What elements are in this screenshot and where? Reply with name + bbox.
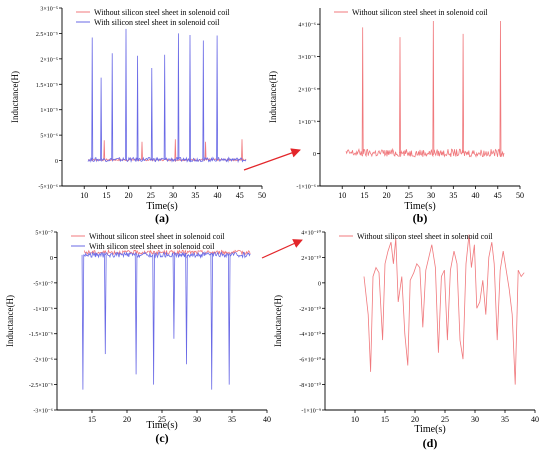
- y-axis-label: Inductance(H): [10, 71, 20, 123]
- x-tick-label: 30: [427, 191, 435, 200]
- y-tick-label: 3×10⁻⁶: [298, 55, 316, 61]
- y-tick-label: -2×10⁻¹⁰: [299, 306, 321, 313]
- x-tick-label: 40: [531, 415, 539, 424]
- x-tick-label: 20: [411, 415, 419, 424]
- x-axis-label: Time(s): [404, 201, 435, 212]
- y-tick-label: 2.5×10⁻⁵: [36, 32, 58, 38]
- series-line-1: [87, 28, 247, 164]
- y-tick-label: -1×10⁻⁹: [301, 409, 321, 415]
- x-tick-label: 15: [102, 191, 110, 200]
- y-tick-label: -1×10⁻⁶: [33, 307, 53, 313]
- y-tick-label: 1×10⁻⁶: [298, 120, 316, 126]
- x-tick-label: 30: [471, 415, 479, 424]
- y-tick-label: 0: [313, 152, 316, 158]
- legend-label: With silicon steel sheet in solenoid coi…: [94, 18, 220, 27]
- x-tick-label: 45: [494, 191, 502, 200]
- x-axis-label: Time(s): [146, 201, 177, 212]
- panel-label: (b): [413, 211, 428, 225]
- x-tick-label: 35: [191, 191, 199, 200]
- series-line-0: [345, 20, 505, 158]
- y-tick-label: 3×10⁻⁵: [40, 7, 58, 13]
- x-tick-label: 10: [80, 191, 88, 200]
- panel-b: 10 15 20 25 30 35 40 45 50 -1×10⁻⁶ 0 1×10⁻⁶ 2×10⁻⁶ 3×…: [268, 8, 524, 225]
- y-tick-label: 0: [318, 281, 321, 287]
- x-tick-label: 25: [441, 415, 449, 424]
- x-tick-label: 10: [351, 415, 359, 424]
- x-tick-label: 45: [236, 191, 244, 200]
- y-tick-label: 4×10⁻¹⁰: [301, 230, 321, 237]
- x-tick-label: 20: [383, 191, 391, 200]
- x-tick-label: 20: [125, 191, 133, 200]
- legend-label: Without silicon steel sheet in solenoid …: [94, 8, 230, 17]
- y-tick-label: -6×10⁻¹⁰: [299, 357, 321, 364]
- y-tick-label: -1×10⁻⁶: [296, 185, 316, 191]
- y-tick-label: -4×10⁻¹⁰: [299, 331, 321, 338]
- legend-label: Without silicon steel sheet in solenoid …: [352, 8, 488, 17]
- y-tick-label: -8×10⁻¹⁰: [299, 382, 321, 389]
- legend-label: Without silicon steel sheet in solenoid …: [357, 232, 493, 241]
- y-tick-label: 0: [55, 159, 58, 165]
- x-tick-label: 35: [501, 415, 509, 424]
- y-tick-label: 1.5×10⁻⁵: [36, 83, 58, 89]
- y-tick-label: -2.5×10⁻⁶: [29, 383, 53, 389]
- panel-d: 10 15 20 25 30 35 40 -1×10⁻⁹ -8×10⁻¹⁰ -6×10⁻¹⁰ -4×…: [273, 230, 539, 451]
- x-tick-label: 10: [338, 191, 346, 200]
- series-line-0: [83, 248, 251, 256]
- y-tick-label: 4×10⁻⁶: [298, 23, 316, 29]
- y-tick-label: -3×10⁻⁶: [33, 409, 53, 415]
- x-tick-label: 50: [258, 191, 266, 200]
- x-tick-label: 40: [472, 191, 480, 200]
- legend-label: With silicon steel sheet in solenoid coi…: [89, 242, 215, 251]
- y-axis-label: Inductance(H): [273, 295, 283, 347]
- y-tick-label: -1.5×10⁻⁶: [29, 332, 53, 338]
- x-tick-label: 15: [381, 415, 389, 424]
- y-tick-label: 2×10⁻⁵: [40, 57, 58, 63]
- x-tick-label: 40: [263, 415, 271, 424]
- panel-c: 15 20 25 30 35 40 -3×10⁻⁶ -2.5×10⁻⁶ -2×10⁻⁶ -1.5×…: [5, 231, 271, 446]
- y-tick-label: -2×10⁻⁶: [33, 358, 53, 364]
- x-axis-label: Time(s): [146, 420, 177, 431]
- y-tick-label: -5×10⁻⁶: [38, 185, 58, 191]
- series-line-0: [363, 234, 525, 385]
- x-tick-label: 40: [214, 191, 222, 200]
- y-tick-label: -5×10⁻⁷: [33, 281, 53, 287]
- arrow-a-to-b: [243, 148, 301, 171]
- y-tick-label: 0: [50, 256, 53, 262]
- x-tick-label: 20: [123, 415, 131, 424]
- panel-label: (d): [423, 436, 438, 450]
- panel-a: 10 15 20 25 30 35 40 45 50 -5×10⁻⁶ 0 5×10⁻⁶ 1×10⁻⁵ 1.…: [10, 7, 266, 226]
- y-tick-label: 2×10⁻⁶: [298, 87, 316, 93]
- x-tick-label: 15: [88, 415, 96, 424]
- y-tick-label: 1×10⁻⁵: [40, 108, 58, 114]
- x-tick-label: 15: [360, 191, 368, 200]
- series-line-1: [81, 250, 251, 390]
- x-axis-label: Time(s): [414, 424, 445, 435]
- x-tick-label: 30: [169, 191, 177, 200]
- panel-label: (a): [155, 211, 169, 225]
- x-tick-label: 25: [158, 415, 166, 424]
- panel-label: (c): [155, 431, 168, 445]
- arrow-c-to-d: [261, 239, 303, 259]
- x-tick-label: 35: [449, 191, 457, 200]
- x-tick-label: 35: [228, 415, 236, 424]
- legend-label: Without silicon steel sheet in solenoid …: [89, 232, 225, 241]
- y-axis-label: Inductance(H): [268, 71, 278, 123]
- x-tick-label: 25: [147, 191, 155, 200]
- x-tick-label: 50: [516, 191, 524, 200]
- y-tick-label: 5×10⁻⁷: [35, 231, 53, 237]
- y-tick-label: 2×10⁻¹⁰: [301, 255, 321, 262]
- x-tick-label: 30: [193, 415, 201, 424]
- y-axis-label: Inductance(H): [5, 295, 15, 347]
- y-tick-label: 5×10⁻⁶: [40, 134, 58, 140]
- x-tick-label: 25: [405, 191, 413, 200]
